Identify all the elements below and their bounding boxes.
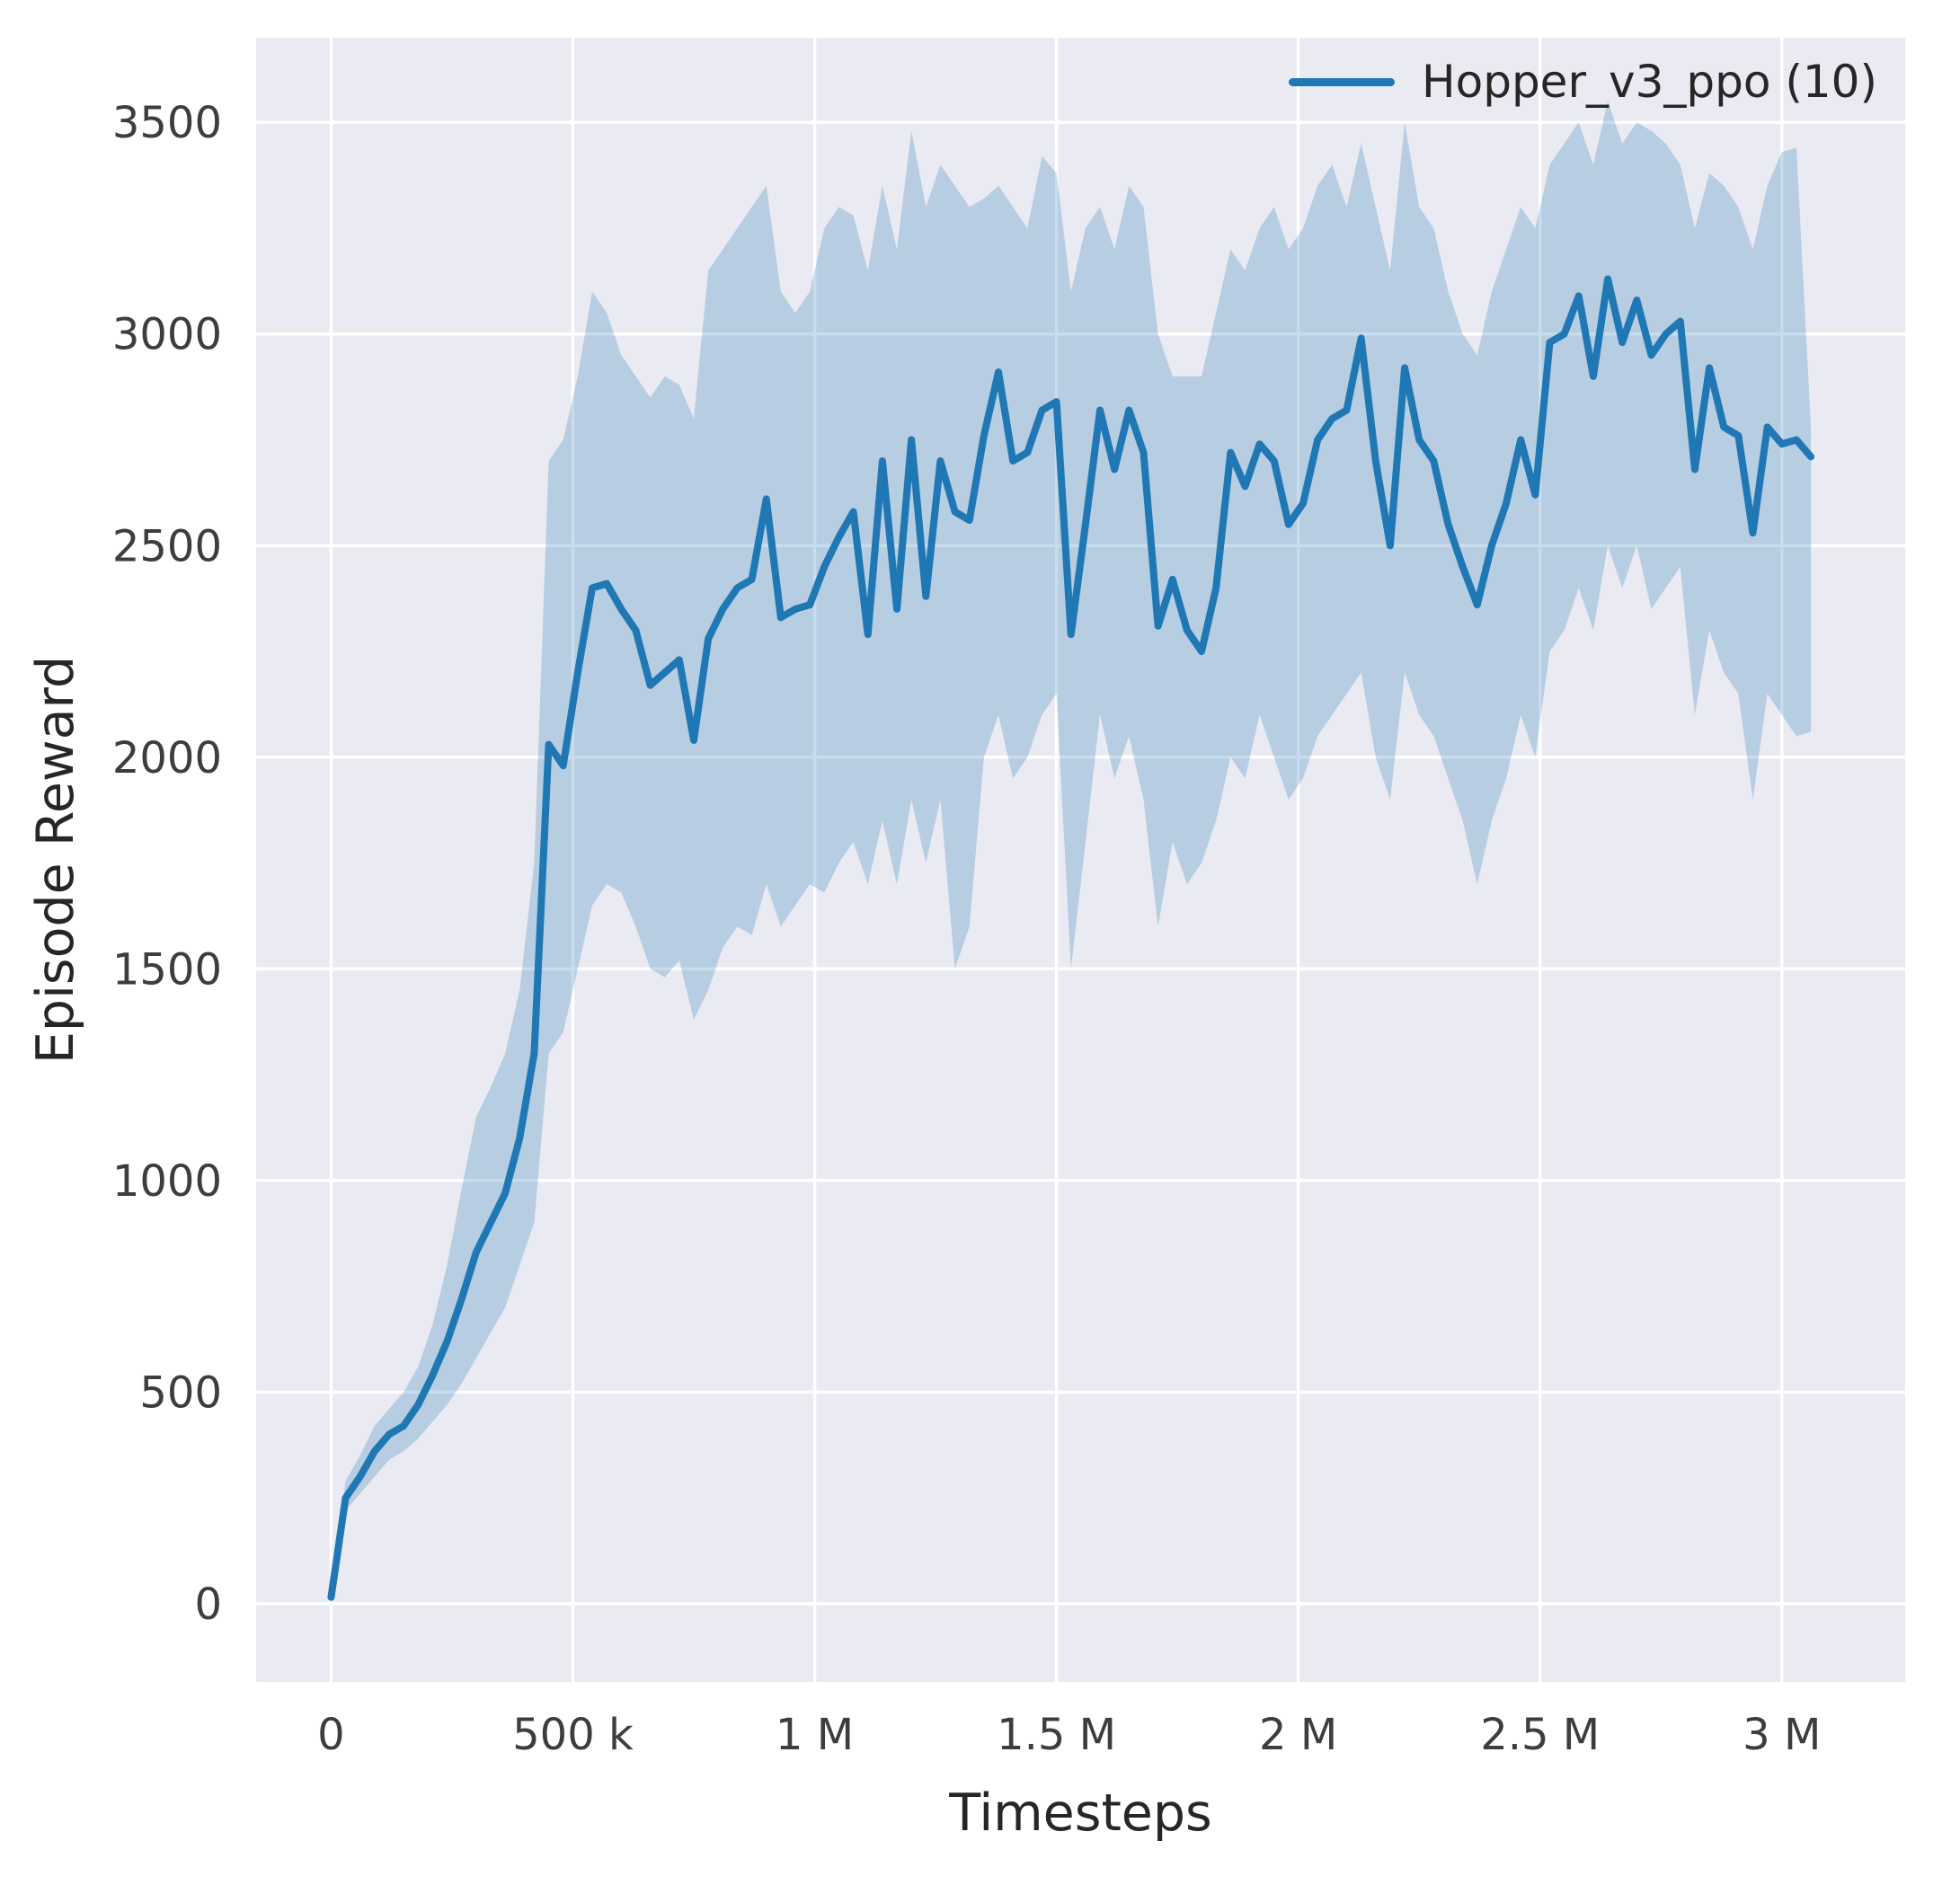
legend-line-sample <box>1289 77 1396 86</box>
x-tick-label: 1 M <box>776 1710 854 1760</box>
y-tick-label: 0 <box>194 1580 222 1630</box>
y-tick-label: 1500 <box>112 944 222 995</box>
legend: Hopper_v3_ppo (10) <box>1289 56 1877 108</box>
y-tick-label: 2500 <box>112 521 222 571</box>
x-tick-label: 2 M <box>1259 1710 1337 1760</box>
confidence-band <box>331 101 1812 1600</box>
x-axis-label: Timesteps <box>949 1783 1212 1843</box>
mean-line <box>327 275 1815 1601</box>
x-tick-label: 500 k <box>512 1710 634 1760</box>
y-axis-label: Episode Reward <box>26 655 85 1065</box>
legend-label: Hopper_v3_ppo (10) <box>1422 56 1877 108</box>
x-tick-label: 2.5 M <box>1480 1710 1600 1760</box>
y-tick-label: 1000 <box>112 1156 222 1207</box>
y-tick-label: 500 <box>139 1367 222 1418</box>
y-tick-label: 3000 <box>112 310 222 360</box>
x-tick-label: 1.5 M <box>997 1710 1116 1760</box>
y-tick-label: 2000 <box>112 733 222 783</box>
y-tick-label: 3500 <box>112 98 222 148</box>
x-tick-label: 3 M <box>1743 1710 1821 1760</box>
x-tick-label: 0 <box>317 1710 345 1760</box>
